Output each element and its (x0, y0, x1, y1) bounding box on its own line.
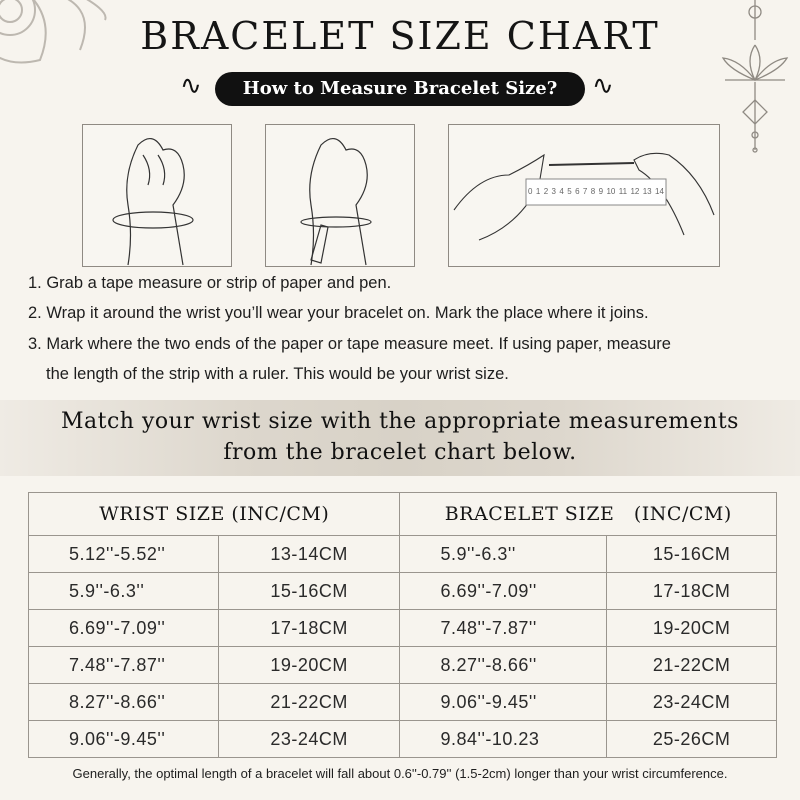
lotus-hanging-decoration-icon (721, 0, 789, 153)
footnote: Generally, the optimal length of a brace… (72, 766, 728, 781)
cell-bracelet-cm: 15-16CM (606, 535, 777, 573)
hands-with-ruler-icon (453, 152, 715, 241)
cell-bracelet-cm: 23-24CM (606, 683, 777, 721)
cell-bracelet-cm: 25-26CM (606, 720, 777, 758)
cell-bracelet-inches: 9.84''-10.23 (399, 720, 608, 758)
cell-bracelet-cm: 19-20CM (606, 609, 777, 647)
banner-line-1: Match your wrist size with the appropria… (61, 409, 739, 434)
step-3-continued: the length of the strip with a ruler. Th… (46, 365, 509, 383)
header-bracelet-size: BRACELET SIZE (INC/CM) (399, 492, 777, 536)
cell-bracelet-inches: 8.27''-8.66'' (399, 646, 608, 684)
size-chart-table: WRIST SIZE (INC/CM) BRACELET SIZE (INC/C… (27, 492, 777, 758)
illustration-wrap-wrist (82, 124, 232, 267)
hand-with-pen-icon (300, 138, 372, 266)
header-wrist-size: WRIST SIZE (INC/CM) (27, 492, 401, 536)
cell-wrist-inches: 5.9''-6.3'' (28, 572, 219, 610)
ruler-label: 13 (642, 187, 652, 196)
illustration-ruler-measure: 0 1 2 3 4 5 6 7 8 9 10 11 12 13 14 (448, 124, 720, 267)
cell-wrist-inches: 9.06''-9.45'' (28, 720, 219, 758)
ruler-label: 11 (618, 187, 628, 196)
ruler-label: 4 (559, 187, 564, 196)
cell-wrist-cm: 19-20CM (217, 646, 401, 684)
cell-bracelet-inches: 7.48''-7.87'' (399, 609, 608, 647)
cell-bracelet-inches: 9.06''-9.45'' (399, 683, 608, 721)
subtitle-pill: How to Measure Bracelet Size? (215, 72, 585, 106)
table-row: 6.69''-7.09'' 17-18CM 7.48''-7.87'' 19-20CM (28, 609, 777, 647)
ruler-label: 8 (590, 187, 596, 196)
table-row: 8.27''-8.66'' 21-22CM 9.06''-9.45'' 23-24CM (28, 683, 777, 721)
ruler-label: 6 (575, 187, 580, 196)
hand-with-tape-icon (112, 138, 194, 266)
cell-wrist-cm: 15-16CM (217, 572, 401, 610)
cell-wrist-inches: 6.69''-7.09'' (28, 609, 219, 647)
cell-wrist-inches: 8.27''-8.66'' (28, 683, 219, 721)
table-row: 5.9''-6.3'' 15-16CM 6.69''-7.09'' 17-18CM (28, 572, 777, 610)
illustration-mark-wrist (265, 124, 415, 267)
mandala-decoration-icon (0, 0, 107, 64)
ruler-label: 0 (528, 187, 533, 196)
ruler-label: 3 (551, 187, 556, 196)
cell-bracelet-cm: 21-22CM (606, 646, 777, 684)
table-row: 5.12''-5.52'' 13-14CM 5.9''-6.3'' 15-16CM (28, 535, 777, 573)
table-header-row: WRIST SIZE (INC/CM) BRACELET SIZE (INC/C… (27, 492, 777, 536)
ruler-labels: 0 1 2 3 4 5 6 7 8 9 10 11 12 13 14 (528, 187, 664, 196)
table-row: 9.06''-9.45'' 23-24CM 9.84''-10.23 25-26CM (28, 720, 777, 758)
step-1: 1. Grab a tape measure or strip of paper… (28, 274, 392, 292)
ruler-label: 1 (535, 187, 541, 196)
cell-bracelet-inches: 5.9''-6.3'' (399, 535, 608, 573)
cell-bracelet-inches: 6.69''-7.09'' (399, 572, 608, 610)
ruler-label: 12 (630, 187, 640, 196)
cell-wrist-cm: 13-14CM (217, 535, 401, 573)
ruler-label: 9 (598, 187, 604, 196)
cell-wrist-inches: 5.12''-5.52'' (28, 535, 219, 573)
ruler-label: 7 (582, 187, 588, 196)
ruler-label: 10 (606, 187, 616, 196)
instruction-banner (0, 400, 800, 476)
step-3: 3. Mark where the two ends of the paper … (28, 335, 671, 353)
banner-line-2: from the bracelet chart below. (223, 440, 577, 465)
cell-wrist-cm: 21-22CM (217, 683, 401, 721)
cell-wrist-cm: 17-18CM (217, 609, 401, 647)
cell-wrist-inches: 7.48''-7.87'' (28, 646, 219, 684)
page-title: BRACELET SIZE CHART (140, 14, 660, 58)
table-row: 7.48''-7.87'' 19-20CM 8.27''-8.66'' 21-22CM (28, 646, 777, 684)
swirl-left-icon: ∿ (180, 70, 202, 100)
ruler-label: 14 (655, 187, 664, 196)
ruler-label: 2 (543, 187, 549, 196)
cell-wrist-cm: 23-24CM (217, 720, 401, 758)
cell-bracelet-cm: 17-18CM (606, 572, 777, 610)
step-2: 2. Wrap it around the wrist you’ll wear … (28, 304, 649, 322)
ruler-label: 5 (567, 187, 572, 196)
swirl-right-icon: ∿ (592, 70, 614, 100)
